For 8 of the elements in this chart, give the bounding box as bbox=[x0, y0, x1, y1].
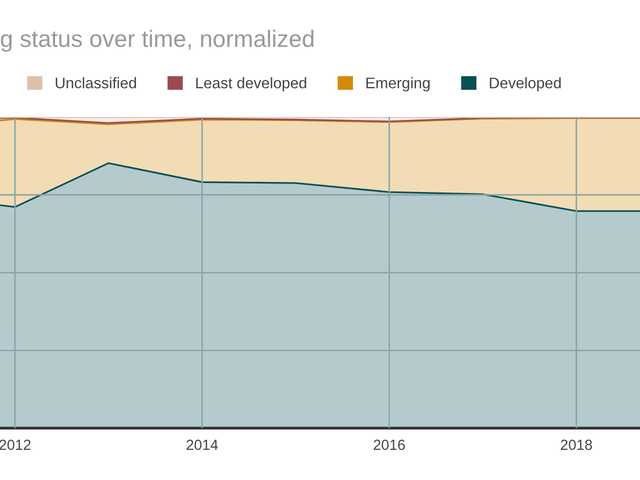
legend-label: Least developed bbox=[196, 77, 306, 92]
chart-title: g status over time, normalized bbox=[0, 30, 314, 52]
legend-label: Emerging bbox=[366, 77, 430, 92]
x-tick-label: 2016 bbox=[374, 440, 405, 450]
x-tick-label: 2014 bbox=[186, 440, 218, 450]
legend-label: Developed bbox=[490, 77, 561, 92]
x-tick-label: 2018 bbox=[560, 440, 592, 450]
legend-label: Unclassified bbox=[56, 77, 136, 88]
